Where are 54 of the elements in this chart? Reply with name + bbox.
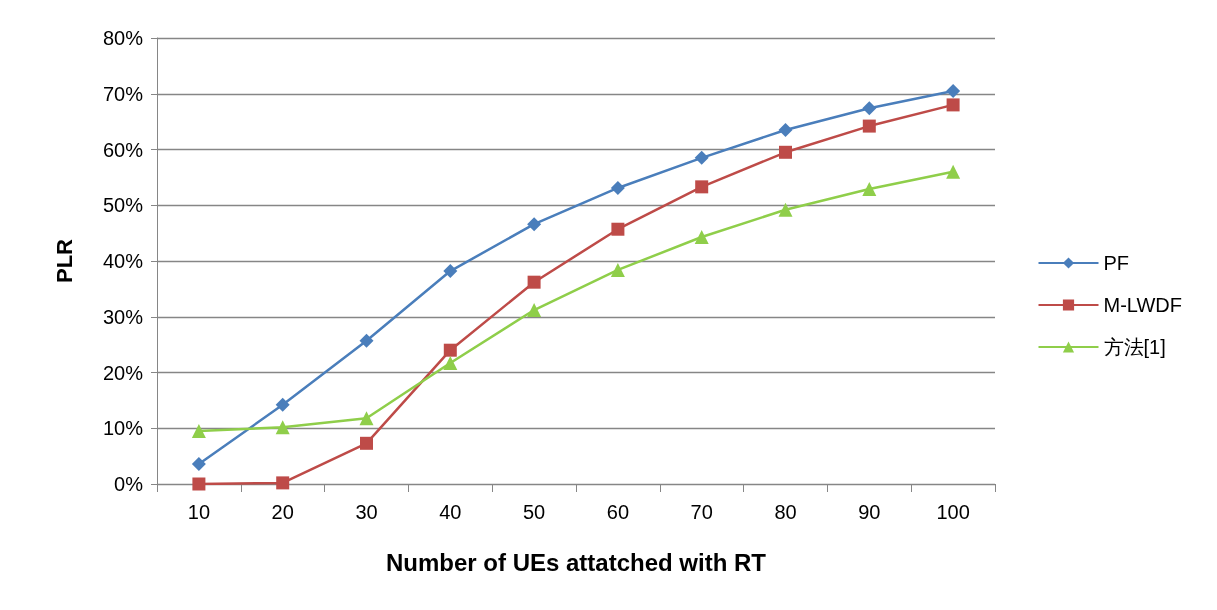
y-tick-label: 10% bbox=[102, 417, 144, 440]
x-tick-label: 100 bbox=[936, 501, 970, 523]
point bbox=[610, 262, 625, 277]
point bbox=[359, 411, 374, 426]
legend-label: 方法[1] bbox=[1103, 336, 1166, 358]
point bbox=[779, 145, 792, 159]
x-tick-label: 70 bbox=[690, 501, 713, 523]
point bbox=[191, 456, 206, 471]
point bbox=[610, 180, 625, 195]
point bbox=[275, 397, 290, 412]
point bbox=[443, 264, 458, 279]
point bbox=[862, 119, 876, 133]
x-tick-label: 50 bbox=[522, 501, 546, 523]
x-tick-label: 90 bbox=[858, 501, 881, 523]
y-tick-label: 0% bbox=[114, 473, 144, 495]
point bbox=[443, 343, 457, 357]
legend-label: PF bbox=[1103, 252, 1130, 274]
point bbox=[191, 424, 206, 439]
y-tick-label: 70% bbox=[102, 82, 144, 105]
point bbox=[862, 182, 877, 197]
x-tick-label: 40 bbox=[439, 501, 462, 523]
y-tick-label: 40% bbox=[102, 250, 144, 272]
point bbox=[862, 101, 877, 116]
point bbox=[611, 222, 625, 236]
point bbox=[694, 230, 709, 245]
x-tick-label: 80 bbox=[774, 501, 797, 523]
point bbox=[946, 164, 961, 179]
point bbox=[778, 122, 793, 137]
point bbox=[192, 477, 206, 491]
y-tick-label: 50% bbox=[102, 194, 144, 217]
point bbox=[527, 303, 542, 318]
x-tick-label: 20 bbox=[271, 501, 294, 523]
point bbox=[360, 436, 373, 450]
y-tick-label: 20% bbox=[102, 361, 144, 384]
point bbox=[778, 202, 793, 217]
y-tick-label: 30% bbox=[102, 305, 144, 328]
point bbox=[946, 83, 961, 98]
point bbox=[527, 217, 542, 232]
legend-label: M-LWDF bbox=[1103, 294, 1182, 316]
y-tick-label: 80% bbox=[102, 27, 144, 49]
x-axis-title: Number of UEs attatched with RT bbox=[385, 548, 767, 576]
point bbox=[275, 420, 290, 435]
x-tick-label: 30 bbox=[355, 501, 378, 523]
x-tick-label: 60 bbox=[606, 501, 630, 523]
point bbox=[527, 275, 541, 289]
point bbox=[946, 98, 960, 112]
y-axis-title: PLR bbox=[51, 238, 77, 283]
point bbox=[276, 476, 290, 490]
point bbox=[695, 180, 709, 194]
x-tick-label: 10 bbox=[187, 501, 211, 523]
point bbox=[694, 150, 709, 165]
y-tick-label: 60% bbox=[102, 138, 144, 161]
point bbox=[443, 356, 458, 371]
point bbox=[359, 333, 374, 348]
